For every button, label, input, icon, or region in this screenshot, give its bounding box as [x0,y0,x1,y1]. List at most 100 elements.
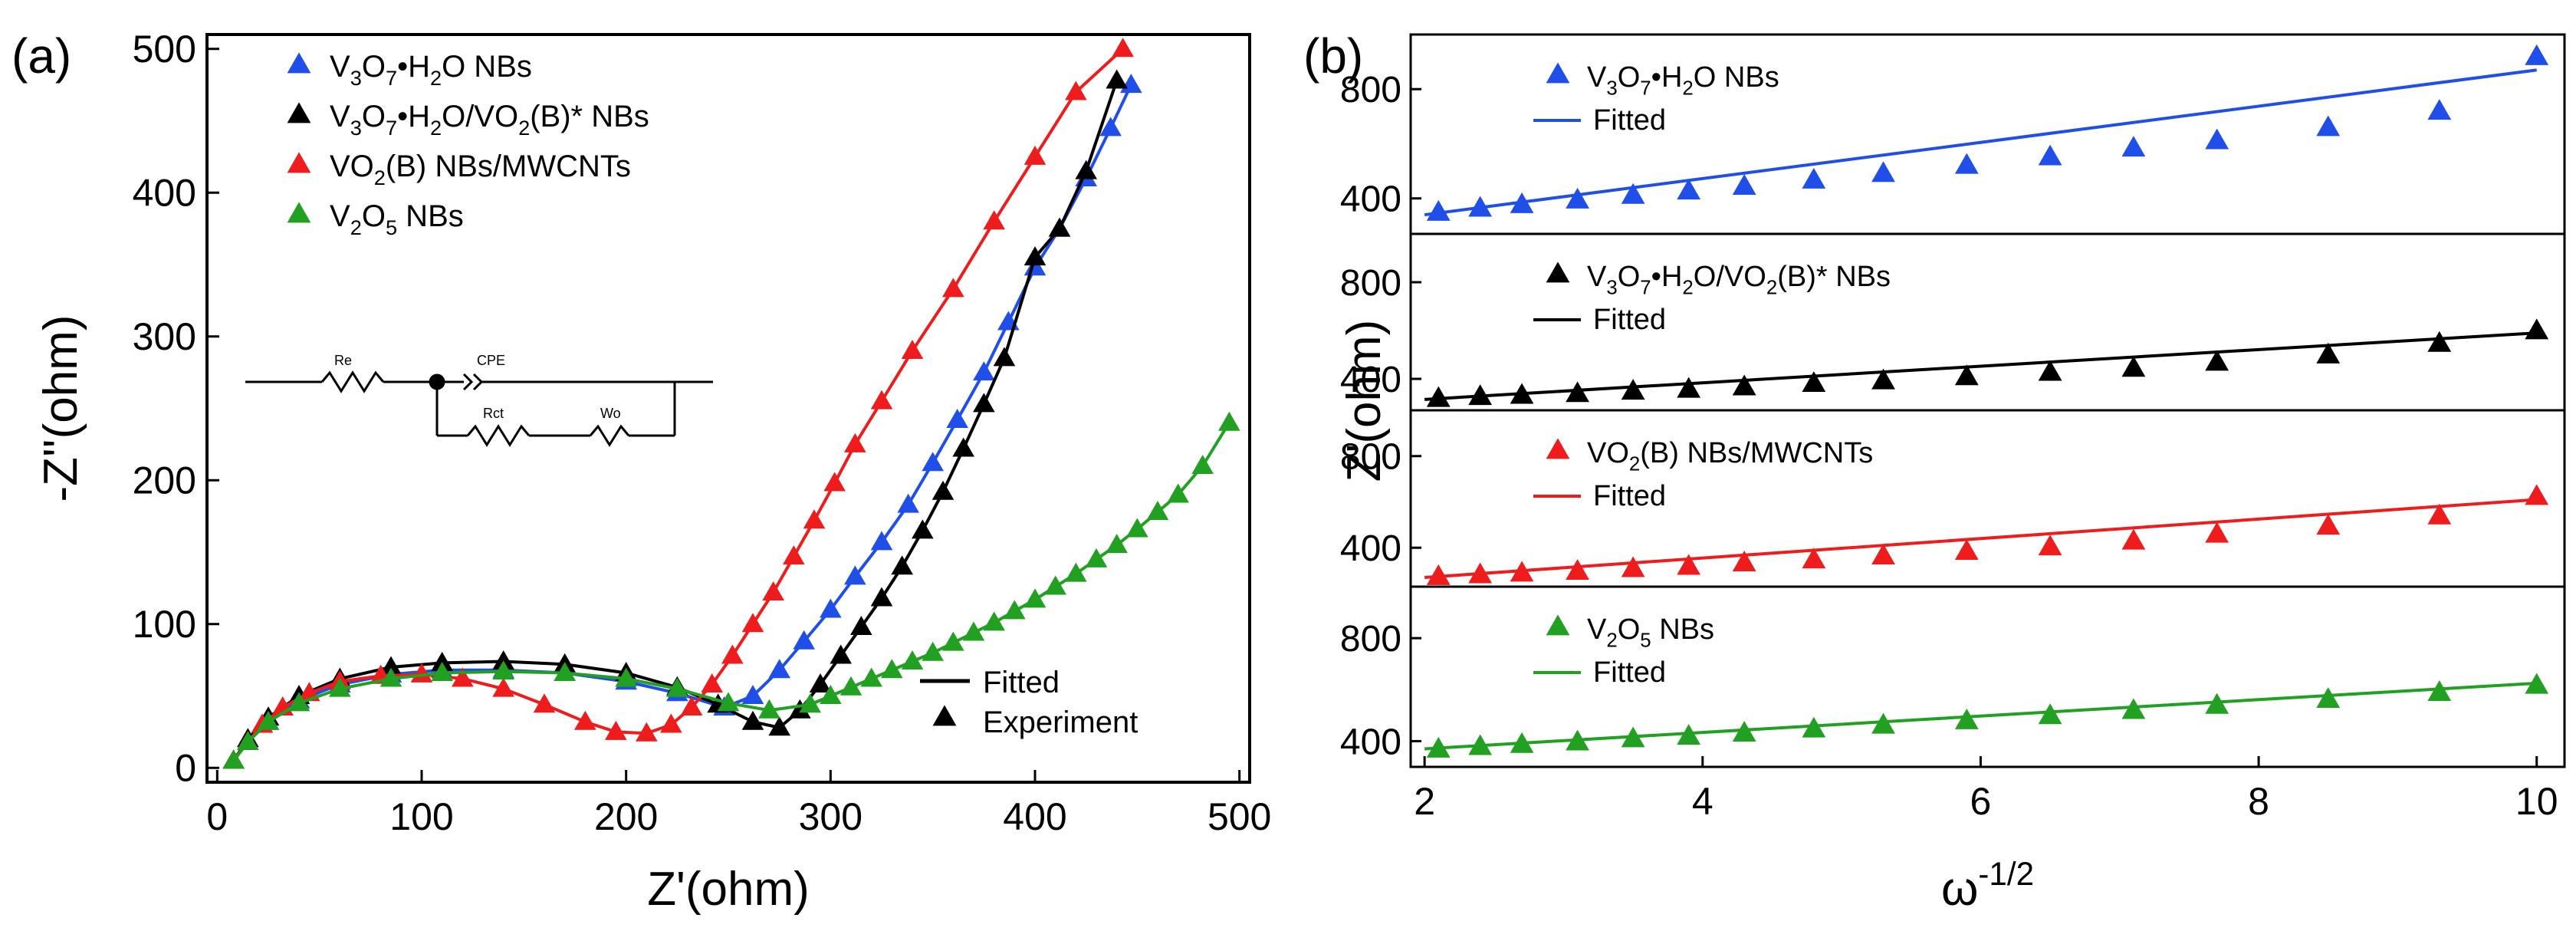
y-tick-label: 800 [1340,619,1401,660]
text-span: 7 [386,116,397,140]
y-tick-label: 800 [1340,263,1401,304]
data-point [983,611,1005,631]
text-span: 5 [386,215,397,239]
data-point [2427,680,2452,701]
fit-line [1424,68,2537,217]
data-point [762,581,784,601]
y-tick-label: 400 [1340,528,1401,569]
data-point [257,710,280,730]
data-point [803,509,826,529]
data-point [288,692,310,712]
x-axis-label: ω-1/2​ [1941,856,2034,916]
data-point [2316,115,2341,137]
data-point [1621,726,1645,748]
data-point [554,661,576,682]
data-point [1677,554,1701,575]
x-tick-label: 0 [206,795,228,838]
data-point [1099,117,1122,137]
text-span: 7 [386,66,397,90]
data-point [844,433,866,452]
data-point [380,656,402,676]
legend-marker [287,152,311,173]
data-point [1468,384,1493,406]
text-span: 2 [430,116,442,140]
legend-marker [287,202,311,223]
legend-label: VO2​(B) NBs/MWCNTs [1587,437,1873,475]
equivalent-circuit-diagram [245,370,713,447]
data-point [2205,521,2229,543]
x-tick-label: 8 [2248,780,2269,823]
data-point [1024,246,1046,266]
data-point [1871,544,1895,565]
text-span: 5 [1640,630,1651,652]
data-point [2525,44,2549,65]
x-tick-label: 400 [1003,795,1066,838]
data-point [1065,81,1087,100]
text-span: O [1618,614,1641,646]
data-point [870,587,893,607]
data-point [2525,484,2549,505]
subplot-frame [1409,585,2566,768]
data-point [1426,199,1451,221]
y-tick-label: 400 [1340,722,1401,762]
text-span: •H [1651,61,1683,94]
text-span: 3 [1606,278,1617,299]
legend-label-fitted: Fitted [1593,480,1666,512]
data-point [1802,548,1826,569]
data-point [942,631,964,651]
data-point [2525,318,2549,340]
y-tick-label: 400 [1340,179,1401,220]
data-point [2038,360,2062,381]
text-span: V [1587,614,1607,646]
legend-marker [1546,614,1570,636]
circuit-label-cpe: CPE [477,353,505,368]
text-span: O NBs [442,50,532,84]
data-point [1048,217,1071,237]
data-point [993,347,1016,367]
data-point [1732,551,1756,571]
text-span: O [1618,261,1641,293]
data-point [680,696,703,716]
data-point [2427,503,2452,525]
data-point [2121,698,2146,719]
text-span: O [362,100,386,133]
data-point [783,545,805,565]
legend-marker [287,102,311,123]
data-point [1566,381,1589,403]
data-point [768,716,790,736]
data-point [942,278,964,298]
panel-b-label: (b) [1303,28,1363,84]
data-point [1468,196,1493,217]
data-point [901,339,924,360]
data-point [1954,708,1979,729]
data-point [1468,734,1493,755]
data-point [660,713,682,733]
data-point [1510,192,1534,213]
data-point [717,692,740,712]
text-span: O/VO [442,100,518,133]
data-point [891,555,913,575]
text-span: -1/2 [1978,856,2034,892]
data-point [881,659,903,679]
x-tick-label: 6 [1970,780,1992,823]
data-point [850,615,872,636]
data-point [1106,534,1128,554]
panel-a-label: (a) [12,28,71,84]
fit-line [1424,498,2537,580]
legend-label-fitted: Fitted [1593,656,1666,689]
data-point [1218,411,1240,431]
text-span: NBs [1651,614,1714,646]
data-point [768,659,790,679]
text-span: 3 [350,66,362,90]
data-point [2316,342,2341,364]
text-span: V [330,199,350,233]
text-span: (B) NBs/MWCNTs [1640,437,1873,469]
text-span: •H [1651,261,1683,293]
data-point [431,651,453,671]
y-axis-label: Z'(ohm) [1338,320,1391,482]
y-tick-label: 300 [133,315,196,358]
data-point [1510,383,1534,404]
data-point [721,644,744,664]
text-span: 3 [350,116,362,140]
